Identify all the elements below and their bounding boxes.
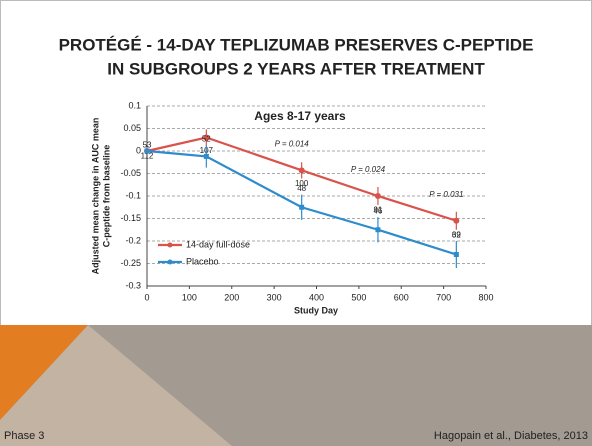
point [144, 148, 150, 154]
p-value: P = 0.024 [351, 165, 386, 174]
decor-orange [0, 325, 88, 420]
point [298, 167, 305, 174]
slide-title: IN SUBGROUPS 2 YEARS AFTER TREATMENT [107, 59, 485, 78]
x-axis-label: Study Day [294, 305, 338, 315]
chart-title: Ages 8-17 years [254, 109, 346, 123]
x-tick-label: 200 [224, 292, 239, 302]
n-label: 100 [295, 179, 309, 188]
x-tick-label: 400 [309, 292, 324, 302]
point [375, 227, 381, 233]
y-axis-label: Adjusted mean change in AUC mean [90, 118, 100, 275]
n-label: 32 [452, 230, 461, 239]
x-tick-label: 800 [478, 292, 493, 302]
x-tick-label: 300 [267, 292, 282, 302]
point [453, 217, 460, 224]
legend-marker [167, 242, 173, 248]
y-tick-label: -0.05 [120, 168, 141, 178]
p-value: P = 0.031 [429, 190, 463, 199]
y-tick-label: -0.2 [125, 235, 141, 245]
legend-label: 14-day full-dose [186, 239, 250, 249]
y-tick-label: 0 [136, 145, 141, 155]
y-tick-label: -0.3 [125, 280, 141, 290]
legend-marker [167, 259, 173, 265]
y-tick-label: 0.1 [128, 100, 141, 110]
point [453, 252, 459, 257]
y-axis-label: C-peptide from baseline [101, 145, 111, 248]
x-tick-label: 100 [182, 292, 197, 302]
footer-left: Phase 3 [4, 430, 44, 442]
n-label: 48 [297, 184, 306, 193]
x-tick-label: 500 [351, 292, 366, 302]
y-tick-label: 0.05 [123, 123, 141, 133]
footer-right: Hagopain et al., Diabetes, 2013 [434, 430, 588, 442]
n-label: 53 [143, 140, 152, 149]
decor-triangle [0, 325, 232, 446]
point [374, 193, 381, 199]
y-tick-label: -0.15 [120, 213, 141, 223]
n-label: 69 [452, 230, 461, 239]
point [203, 134, 210, 141]
n-label: 112 [141, 152, 154, 161]
legend-label: Placebo [186, 256, 219, 266]
point [299, 204, 305, 210]
x-tick-label: 600 [394, 292, 409, 302]
n-label: 52 [202, 134, 211, 143]
point [203, 153, 209, 159]
n-label: 46 [373, 206, 382, 215]
x-tick-label: 700 [436, 292, 451, 302]
y-tick-label: -0.25 [120, 258, 141, 268]
y-tick-label: -0.1 [125, 190, 141, 200]
p-value: P = 0.014 [275, 139, 310, 148]
n-label: 91 [373, 206, 382, 215]
x-tick-label: 0 [144, 292, 149, 302]
slide-title: PROTÉGÉ - 14-DAY TEPLIZUMAB PRESERVES C-… [59, 35, 534, 54]
